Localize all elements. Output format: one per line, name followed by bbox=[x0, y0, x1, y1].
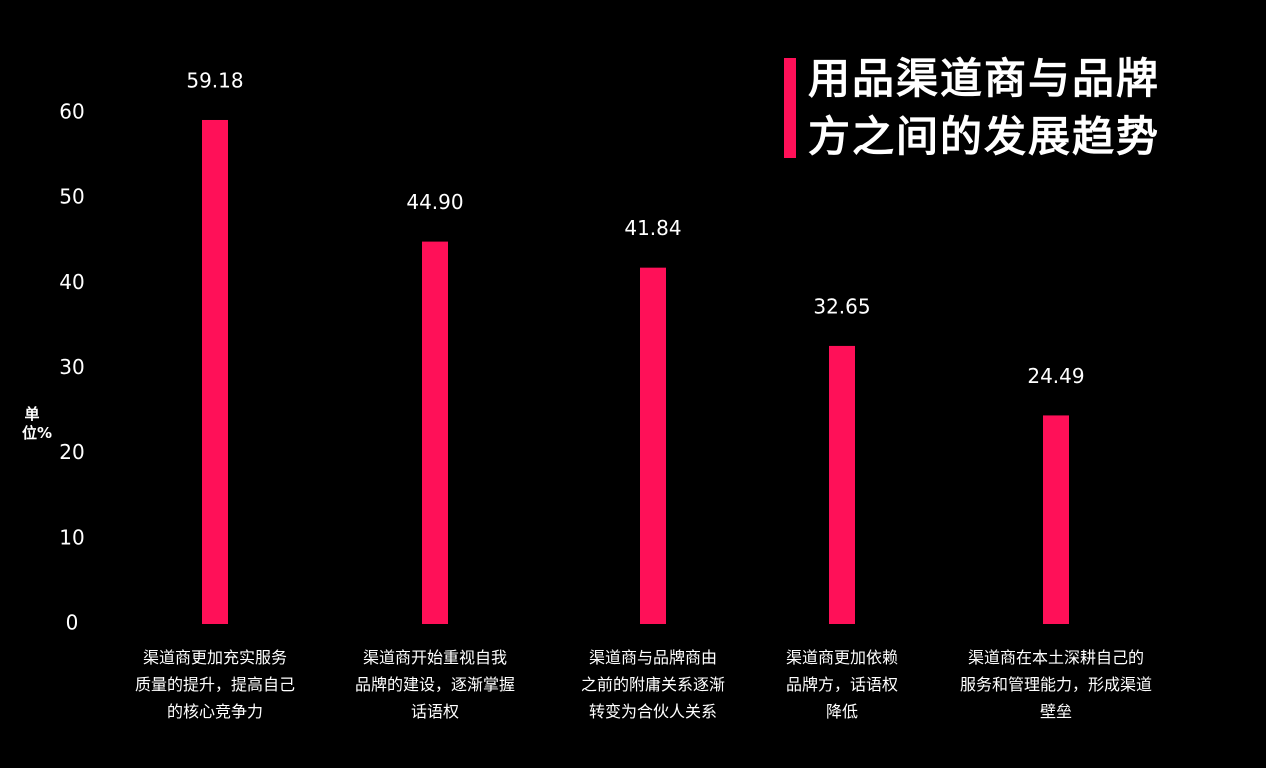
y-tick-label: 30 bbox=[59, 355, 84, 379]
value-label: 24.49 bbox=[1027, 364, 1084, 388]
title-accent bbox=[784, 58, 796, 158]
y-tick-label: 50 bbox=[59, 185, 84, 209]
y-tick-label: 60 bbox=[59, 100, 84, 124]
bar bbox=[829, 345, 855, 624]
chart-title: 用品渠道商与品牌 方之间的发展趋势 bbox=[808, 54, 1161, 161]
x-tick-label: 渠道商与品牌商由 之前的附庸关系逐渐 转变为合伙人关系 bbox=[580, 648, 725, 721]
bar bbox=[422, 241, 448, 624]
value-label: 59.18 bbox=[186, 68, 243, 92]
y-tick-label: 0 bbox=[66, 611, 79, 635]
value-label: 41.84 bbox=[624, 216, 681, 240]
x-tick-label: 渠道商更加充实服务 质量的提升，提高自己 的核心竞争力 bbox=[134, 648, 295, 721]
value-label: 32.65 bbox=[813, 294, 870, 318]
y-axis-label: 单位% bbox=[22, 405, 53, 442]
y-tick-label: 40 bbox=[59, 270, 84, 294]
y-tick-label: 20 bbox=[59, 440, 84, 464]
x-tick-label: 渠道商更加依赖 品牌方，话语权 降低 bbox=[785, 648, 898, 721]
x-tick-label: 渠道商开始重视自我 品牌的建设，逐渐掌握 话语权 bbox=[354, 648, 515, 721]
value-label: 44.90 bbox=[406, 190, 463, 214]
y-tick-label: 10 bbox=[59, 525, 84, 549]
bar bbox=[202, 119, 228, 624]
bar bbox=[640, 267, 666, 624]
bar bbox=[1043, 415, 1069, 624]
x-tick-label: 渠道商在本土深耕自己的 服务和管理能力，形成渠道 壁垒 bbox=[959, 648, 1152, 721]
